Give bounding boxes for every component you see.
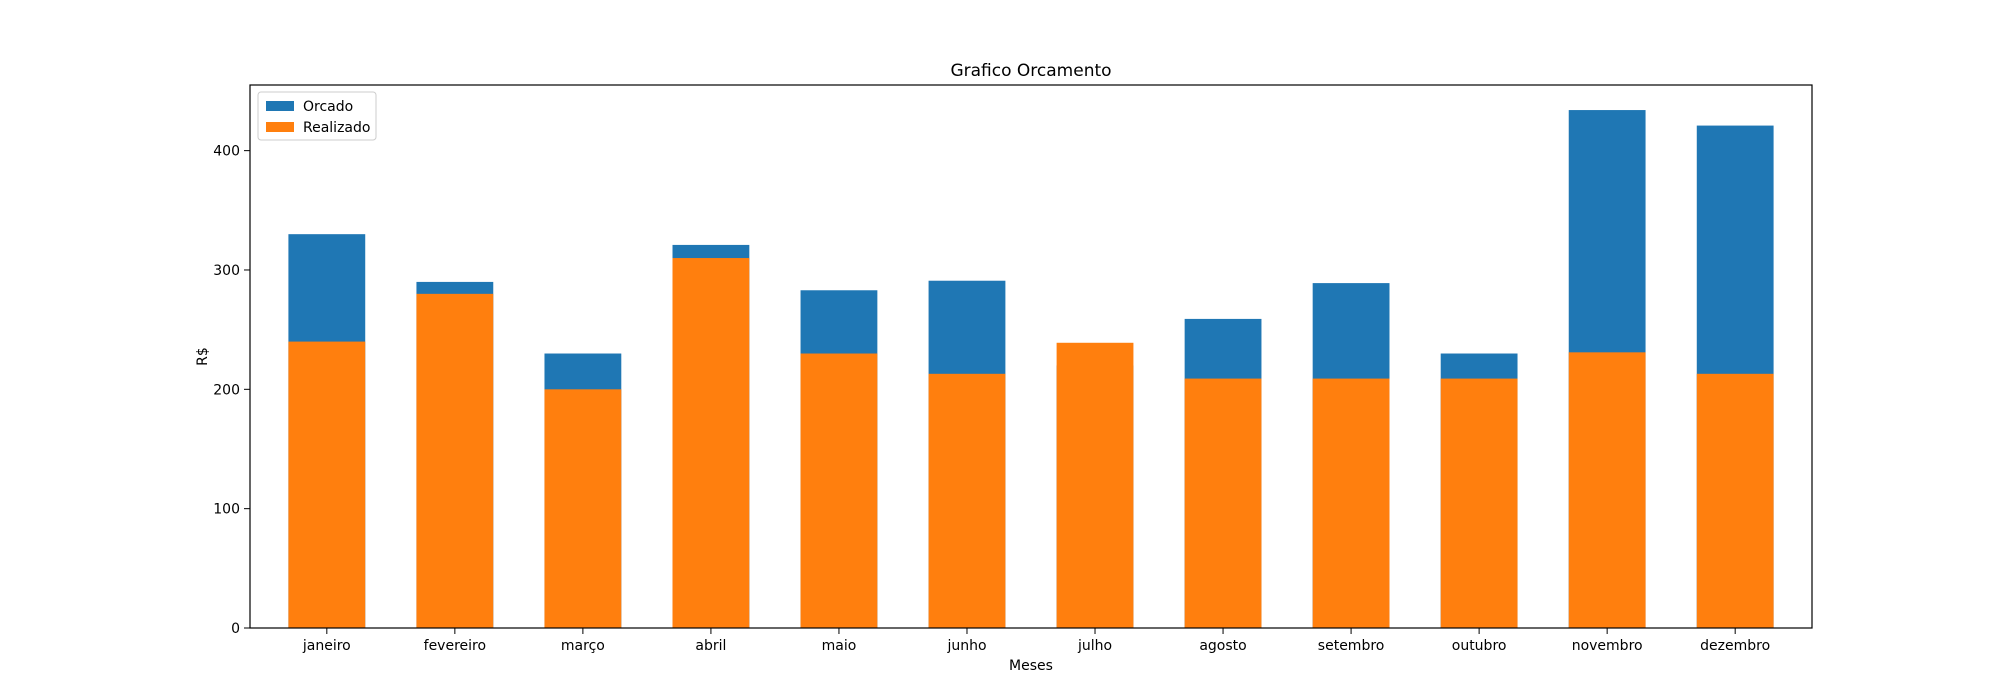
bar-realizado-julho — [1056, 342, 1134, 628]
x-tick-label-maio: maio — [822, 638, 857, 654]
bar-realizado-abril — [672, 258, 750, 628]
bar-realizado-setembro — [1312, 378, 1390, 628]
x-tick-label-abril: abril — [695, 638, 726, 654]
x-tick-label-março: março — [561, 638, 605, 654]
x-tick-label-agosto: agosto — [1199, 638, 1246, 654]
y-tick-label-200: 200 — [213, 382, 240, 398]
x-tick-label-dezembro: dezembro — [1700, 638, 1770, 654]
legend: Orcado Realizado — [257, 91, 377, 141]
bar-realizado-maio — [800, 353, 878, 628]
bar-realizado-novembro — [1568, 352, 1646, 628]
bar-realizado-junho — [928, 373, 1006, 628]
legend-label-orcado: Orcado — [303, 99, 353, 115]
y-axis-ticks: 0 100 200 300 400 — [213, 144, 250, 637]
x-tick-label-setembro: setembro — [1318, 638, 1385, 654]
y-tick-label-300: 300 — [213, 263, 240, 279]
x-tick-label-janeiro: janeiro — [302, 638, 351, 654]
x-axis-ticks: janeiro fevereiro março abril maio junho julho… — [302, 628, 1770, 654]
bar-realizado-agosto — [1184, 378, 1262, 628]
bar-realizado-fevereiro — [416, 293, 494, 628]
y-axis-label: R$ — [195, 347, 211, 366]
bar-realizado-março — [544, 389, 622, 628]
y-tick-label-0: 0 — [231, 621, 240, 637]
bar-realizado-dezembro — [1696, 373, 1774, 628]
legend-swatch-realizado — [266, 122, 294, 132]
x-tick-label-outubro: outubro — [1452, 638, 1507, 654]
y-tick-label-100: 100 — [213, 502, 240, 518]
x-tick-label-fevereiro: fevereiro — [424, 638, 486, 654]
plot-area-frame — [249, 84, 1813, 629]
x-tick-label-junho: junho — [946, 638, 986, 654]
x-tick-label-julho: julho — [1077, 638, 1112, 654]
legend-label-realizado: Realizado — [303, 120, 370, 136]
y-tick-label-400: 400 — [213, 144, 240, 160]
x-axis-label: Meses — [1009, 658, 1053, 674]
x-tick-label-novembro: novembro — [1572, 638, 1643, 654]
bar-realizado-janeiro — [288, 341, 366, 628]
bar-realizado-outubro — [1440, 378, 1518, 628]
legend-swatch-orcado — [266, 101, 294, 111]
bars-layer — [288, 110, 1774, 629]
chart-title: Grafico Orcamento — [950, 61, 1111, 81]
